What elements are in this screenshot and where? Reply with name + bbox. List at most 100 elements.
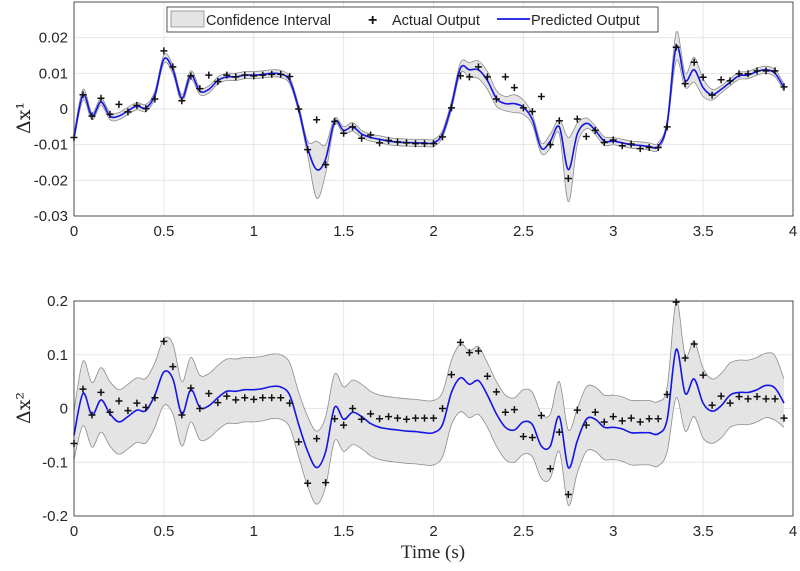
actual-output-point xyxy=(618,417,626,425)
actual-output-point xyxy=(438,133,446,141)
actual-output-point xyxy=(205,389,213,397)
actual-output-point xyxy=(367,131,375,139)
confidence-interval-band xyxy=(74,31,784,202)
actual-output-point xyxy=(106,110,114,118)
confidence-interval-lower xyxy=(73,397,785,506)
actual-output-point xyxy=(672,298,680,306)
actual-output-point xyxy=(591,408,599,416)
actual-output-point xyxy=(277,394,285,402)
actual-output-point xyxy=(169,63,177,71)
actual-output-point xyxy=(717,392,725,400)
x-tick-label: 3 xyxy=(609,523,617,540)
y-tick-label: -0.1 xyxy=(42,454,68,471)
x-tick-label: 0 xyxy=(70,223,78,240)
actual-output-point xyxy=(304,479,312,487)
actual-output-point xyxy=(654,415,662,423)
actual-output-point xyxy=(726,77,734,85)
actual-output-point xyxy=(690,58,698,66)
actual-output-point xyxy=(268,394,276,402)
actual-output-point xyxy=(403,139,411,147)
actual-output-point xyxy=(546,141,554,149)
actual-output-point xyxy=(762,395,770,403)
actual-output-point xyxy=(196,85,204,93)
actual-output-point xyxy=(699,73,707,81)
actual-output-point xyxy=(187,72,195,80)
actual-output-point xyxy=(79,91,87,99)
actual-output-point xyxy=(717,76,725,84)
actual-output-point xyxy=(744,395,752,403)
actual-output-point xyxy=(313,435,321,443)
actual-output-point xyxy=(492,95,500,103)
actual-output-point xyxy=(537,411,545,419)
actual-output-point xyxy=(331,117,339,125)
actual-output-point xyxy=(681,80,689,88)
actual-output-point xyxy=(223,392,231,400)
actual-output-point xyxy=(618,142,626,150)
actual-output-point xyxy=(196,405,204,412)
actual-output-point xyxy=(699,371,707,379)
actual-output-point xyxy=(456,338,464,346)
actual-output-point xyxy=(124,108,132,116)
actual-output-point xyxy=(286,399,294,407)
actual-output-point xyxy=(573,406,581,414)
actual-output-point xyxy=(286,73,294,81)
y-tick-label: 0 xyxy=(60,101,68,118)
actual-output-point xyxy=(546,465,554,473)
actual-output-point xyxy=(232,396,240,404)
legend-actual-label: Actual Output xyxy=(392,13,480,29)
actual-output-point xyxy=(726,399,734,407)
legend-actual-marker: + xyxy=(368,12,377,29)
confidence-interval-band xyxy=(74,300,784,506)
actual-output-point xyxy=(456,72,464,80)
actual-output-point xyxy=(79,385,87,393)
actual-output-point xyxy=(241,394,249,402)
actual-output-point xyxy=(465,349,473,357)
actual-output-point xyxy=(268,70,276,78)
actual-output-point xyxy=(645,415,653,423)
legend-predicted-label: Predicted Output xyxy=(531,13,640,29)
actual-output-point xyxy=(627,414,635,422)
x-tick-label: 2.5 xyxy=(513,523,534,540)
actual-output-point xyxy=(510,84,518,92)
actual-output-point xyxy=(169,363,177,371)
actual-output-point xyxy=(663,391,671,399)
x-tick-label: 4 xyxy=(789,523,797,540)
actual-output-point xyxy=(385,413,393,421)
actual-output-point xyxy=(124,407,132,415)
y-tick-label: 0.1 xyxy=(47,347,68,364)
actual-output-point xyxy=(771,67,779,75)
actual-output-point xyxy=(358,415,366,423)
actual-output-point xyxy=(430,414,437,422)
predicted-output-line xyxy=(73,348,785,469)
actual-output-point xyxy=(151,394,159,402)
actual-output-point xyxy=(241,71,249,79)
actual-output-point xyxy=(178,97,186,105)
actual-output-point xyxy=(609,136,617,144)
actual-output-point xyxy=(744,70,752,78)
actual-output-point xyxy=(780,83,788,91)
actual-output-point xyxy=(447,104,455,112)
actual-output-point xyxy=(151,95,159,103)
bottom-subplot: 0 0.5 1 1.5 2 2.5 3 3.5 4 -0.2 -0.1 0 0.1 0.2 xyxy=(42,293,797,540)
actual-output-point xyxy=(654,144,662,152)
x-tick-label: 1.5 xyxy=(333,223,354,240)
actual-output-point xyxy=(771,395,779,403)
y-tick-label: 0.02 xyxy=(39,30,68,47)
actual-output-point xyxy=(340,129,348,137)
actual-output-point xyxy=(492,388,500,396)
x-tick-label: 2 xyxy=(429,523,437,540)
actual-output-point xyxy=(582,132,590,140)
actual-output-point xyxy=(672,43,680,51)
actual-output-point xyxy=(232,73,240,81)
actual-output-point xyxy=(142,105,150,113)
actual-output-point xyxy=(250,395,258,403)
actual-output-point xyxy=(645,144,653,152)
axes-frame xyxy=(73,1,794,217)
actual-output-point xyxy=(690,340,698,348)
actual-output-point xyxy=(106,408,114,416)
actual-output-point xyxy=(735,393,743,401)
actual-output-point xyxy=(349,405,357,412)
x-tick-label: 0.5 xyxy=(153,523,174,540)
actual-output-point xyxy=(447,371,455,379)
